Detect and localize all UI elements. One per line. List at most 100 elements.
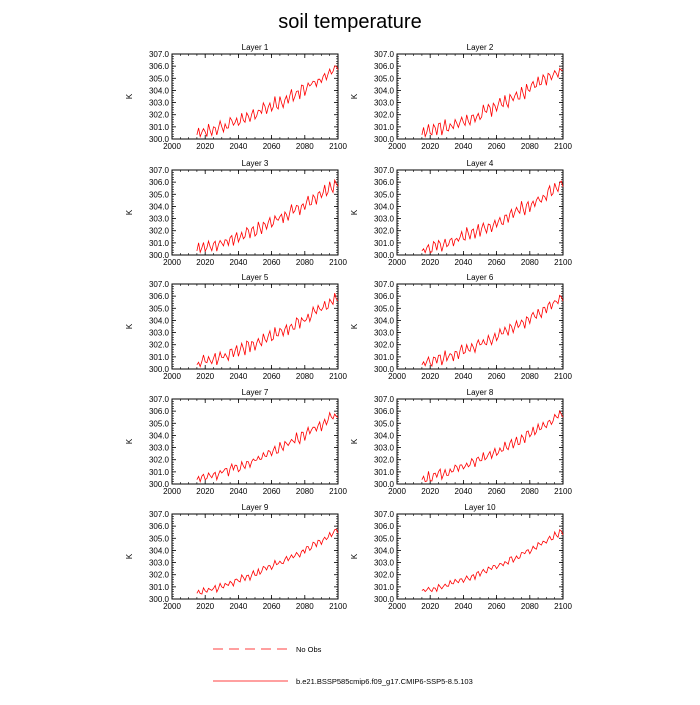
x-tick-label: 2100 <box>329 602 347 611</box>
y-tick-label: 301.0 <box>374 583 395 592</box>
plot-frame <box>396 53 564 140</box>
x-tick-label: 2040 <box>455 372 473 381</box>
x-tick-label: 2060 <box>263 372 281 381</box>
y-tick-label: 305.0 <box>374 190 395 199</box>
x-tick-label: 2080 <box>296 372 314 381</box>
y-tick-label: 301.0 <box>374 239 395 248</box>
x-tick-label: 2080 <box>296 602 314 611</box>
x-tick-label: 2080 <box>521 487 539 496</box>
x-tick-label: 2020 <box>196 602 214 611</box>
y-tick-label: 303.0 <box>374 215 395 224</box>
panel-6: Layer 6 K 2000 2020 2040 2060 2080 2100 300.0 301… <box>350 273 572 381</box>
series-line <box>421 528 564 593</box>
y-tick-label: 300.0 <box>149 480 170 489</box>
x-tick-label: 2000 <box>388 372 406 381</box>
series-line <box>196 65 339 139</box>
y-tick-label: 307.0 <box>374 50 395 59</box>
y-tick-label: 304.0 <box>149 86 170 95</box>
panel-4: Layer 4 K 2000 2020 2040 2060 2080 2100 300.0 301… <box>350 159 572 267</box>
x-tick-label: 2020 <box>196 372 214 381</box>
y-tick-label: 306.0 <box>374 62 395 71</box>
x-tick-label: 2100 <box>329 142 347 151</box>
y-tick-label: 301.0 <box>149 123 170 132</box>
panel-10: Layer 10 K 2000 2020 2040 2060 2080 2100 300.0 30… <box>350 503 572 611</box>
x-tick-label: 2060 <box>263 487 281 496</box>
y-tick-label: 303.0 <box>374 99 395 108</box>
series-line <box>421 180 564 254</box>
x-tick-label: 2020 <box>421 372 439 381</box>
y-tick-label: 306.0 <box>149 178 170 187</box>
y-tick-label: 303.0 <box>149 329 170 338</box>
series-line <box>421 294 564 368</box>
y-tick-label: 305.0 <box>149 74 170 83</box>
series-line <box>196 411 339 483</box>
y-tick-label: 307.0 <box>149 510 170 519</box>
y-axis-label: K <box>125 553 134 559</box>
x-tick-label: 2040 <box>230 372 248 381</box>
y-tick-label: 302.0 <box>374 456 395 465</box>
y-tick-label: 301.0 <box>374 353 395 362</box>
series-line <box>421 409 564 483</box>
x-tick-label: 2040 <box>455 258 473 267</box>
y-tick-label: 300.0 <box>149 595 170 604</box>
y-tick-label: 301.0 <box>374 468 395 477</box>
panel-title: Layer 1 <box>242 43 269 52</box>
y-tick-label: 303.0 <box>374 444 395 453</box>
plot-frame <box>396 513 564 600</box>
x-tick-label: 2060 <box>488 602 506 611</box>
panel-title: Layer 3 <box>242 159 269 168</box>
y-tick-label: 306.0 <box>149 522 170 531</box>
y-axis-label: K <box>350 93 359 99</box>
x-tick-label: 2000 <box>388 142 406 151</box>
series-line <box>196 292 339 368</box>
x-tick-label: 2100 <box>554 258 572 267</box>
y-tick-label: 305.0 <box>149 304 170 313</box>
panel-5: Layer 5 K 2000 2020 2040 2060 2080 2100 300.0 301… <box>125 273 347 381</box>
y-tick-label: 300.0 <box>374 365 395 374</box>
x-tick-label: 2080 <box>521 372 539 381</box>
y-tick-label: 306.0 <box>149 62 170 71</box>
y-axis-label: K <box>350 323 359 329</box>
panel-title: Layer 2 <box>467 43 494 52</box>
y-tick-label: 300.0 <box>149 135 170 144</box>
x-tick-label: 2020 <box>421 142 439 151</box>
y-axis-label: K <box>350 438 359 444</box>
y-tick-label: 303.0 <box>149 559 170 568</box>
y-tick-label: 303.0 <box>149 444 170 453</box>
x-tick-label: 2100 <box>329 258 347 267</box>
y-tick-label: 307.0 <box>149 395 170 404</box>
y-tick-label: 306.0 <box>374 292 395 301</box>
x-tick-label: 2060 <box>488 258 506 267</box>
series-line <box>196 528 339 595</box>
x-tick-label: 2020 <box>421 258 439 267</box>
y-tick-label: 301.0 <box>149 239 170 248</box>
panel-title: Layer 9 <box>242 503 269 512</box>
x-tick-label: 2080 <box>521 258 539 267</box>
x-tick-label: 2020 <box>421 487 439 496</box>
panel-title: Layer 6 <box>467 273 494 282</box>
x-tick-label: 2080 <box>296 487 314 496</box>
x-tick-label: 2100 <box>554 372 572 381</box>
y-tick-label: 302.0 <box>149 456 170 465</box>
x-tick-label: 2020 <box>196 487 214 496</box>
y-tick-label: 302.0 <box>149 111 170 120</box>
y-tick-label: 305.0 <box>149 190 170 199</box>
x-tick-label: 2060 <box>488 487 506 496</box>
x-tick-label: 2020 <box>196 258 214 267</box>
y-axis-label: K <box>125 93 134 99</box>
legend-label-no-obs: No Obs <box>296 645 322 654</box>
y-tick-label: 307.0 <box>149 280 170 289</box>
x-tick-label: 2060 <box>488 142 506 151</box>
y-axis-label: K <box>350 209 359 215</box>
x-tick-label: 2100 <box>554 487 572 496</box>
panel-title: Layer 10 <box>464 503 496 512</box>
y-tick-label: 305.0 <box>149 534 170 543</box>
y-tick-label: 304.0 <box>149 546 170 555</box>
legend: No Obs b.e21.BSSP585cmip6.f09_g17.CMIP6-… <box>213 645 473 686</box>
x-tick-label: 2080 <box>521 602 539 611</box>
y-axis-label: K <box>125 323 134 329</box>
panel-title: Layer 7 <box>242 388 269 397</box>
y-tick-label: 304.0 <box>374 202 395 211</box>
x-tick-label: 2040 <box>455 487 473 496</box>
